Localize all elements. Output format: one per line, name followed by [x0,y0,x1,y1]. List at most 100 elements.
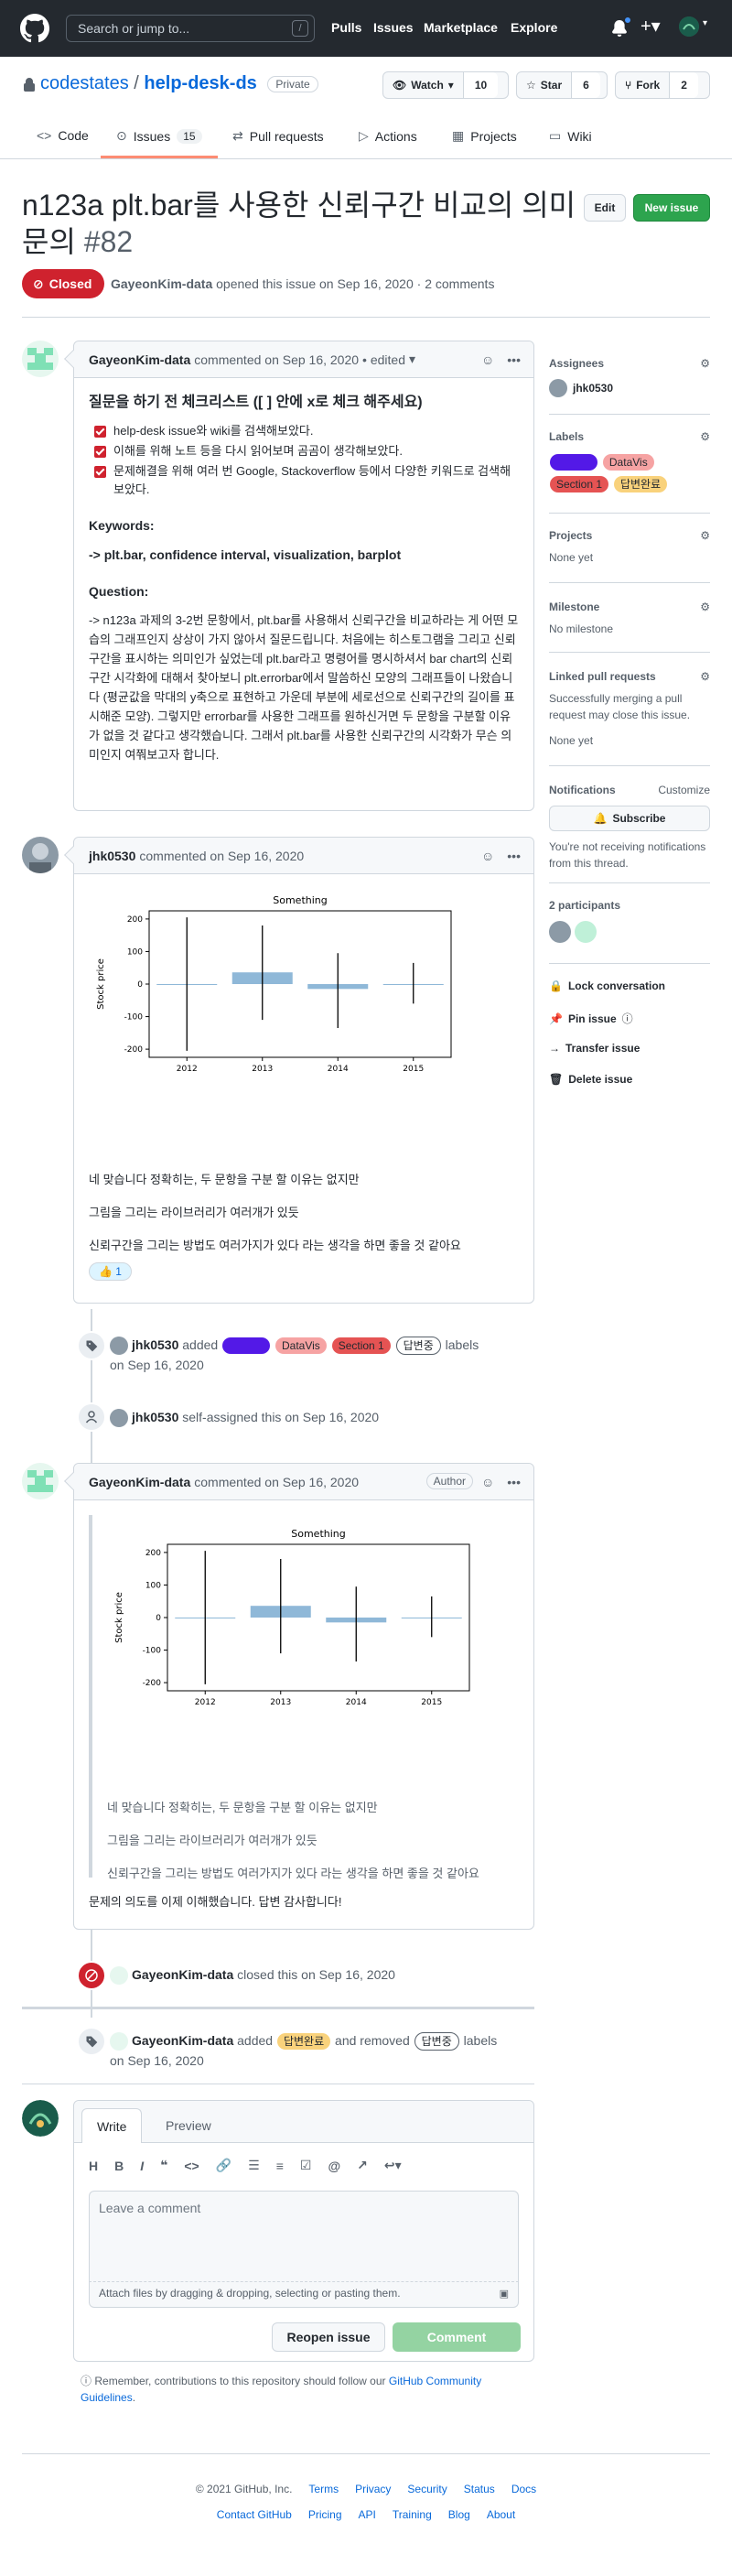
tab-issues[interactable]: ⊙ Issues 15 [116,128,202,144]
projects-heading[interactable]: Projects [549,529,593,542]
star-count[interactable]: 6 [571,72,600,98]
comment-author[interactable]: GayeonKim-data [89,352,191,367]
smiley-icon[interactable]: ☺ [480,352,495,367]
author-avatar[interactable] [22,837,59,873]
author-avatar[interactable] [22,341,59,377]
comment-author[interactable]: GayeonKim-data [89,1474,191,1489]
author-avatar[interactable] [22,1463,59,1499]
label-chip[interactable]: 답변완료 [613,476,668,493]
linked-prs-heading[interactable]: Linked pull requests [549,670,656,683]
checkbox-checked[interactable] [94,466,106,478]
label-chip[interactable]: DataVis [602,454,654,471]
footer-link-status[interactable]: Status [463,2483,495,2495]
subscribe-button[interactable]: 🔔 Subscribe [549,806,710,831]
checkbox-checked[interactable] [94,446,106,458]
label-chip[interactable] [550,454,597,471]
footer-link-contact[interactable]: Contact GitHub [216,2508,292,2521]
footer-link-training[interactable]: Training [392,2508,432,2521]
reopen-issue-button[interactable]: Reopen issue [272,2322,385,2352]
customize-link[interactable]: Customize [658,784,710,796]
footer-link-docs[interactable]: Docs [511,2483,537,2495]
transfer-issue-button[interactable]: → Transfer issue [549,1042,640,1055]
link-icon[interactable]: 🔗 [215,2158,232,2172]
label-chip[interactable]: 답변중 [395,1337,441,1356]
kebab-horizontal-icon[interactable]: ••• [507,849,521,863]
markdown-icon[interactable]: ▣ [499,2289,509,2300]
gear-icon[interactable]: ⚙ [700,430,710,443]
new-issue-button[interactable]: New issue [633,194,710,222]
event-date[interactable]: on Sep 16, 2020 [110,1358,204,1373]
cross-reference-icon[interactable]: ↗ [357,2158,368,2172]
comment-timestamp[interactable]: commented on Sep 16, 2020 [194,352,360,367]
edit-title-button[interactable]: Edit [584,194,626,222]
event-actor[interactable]: jhk0530 [132,1410,179,1424]
label-chip[interactable]: DataVis [274,1337,327,1355]
repo-owner-link[interactable]: codestates [40,73,129,93]
kebab-horizontal-icon[interactable]: ••• [507,352,521,367]
comment-textarea[interactable]: Leave a comment [89,2191,519,2282]
participant-avatar[interactable] [549,921,571,943]
tab-preview[interactable]: Preview [166,2118,211,2133]
label-chip[interactable]: Section 1 [331,1337,391,1355]
gear-icon[interactable]: ⚙ [700,529,710,542]
footer-link-terms[interactable]: Terms [308,2483,339,2495]
gear-icon[interactable]: ⚙ [700,670,710,683]
fork-count[interactable]: 2 [669,72,698,98]
event-actor[interactable]: GayeonKim-data [132,2033,234,2048]
star-button[interactable]: ☆ Star 6 [516,71,608,99]
actor-avatar[interactable] [110,1409,128,1428]
unordered-list-icon[interactable]: ☰ [248,2158,260,2172]
assignee-name[interactable]: jhk0530 [573,382,614,395]
checkbox-checked[interactable] [94,426,106,438]
actor-avatar[interactable] [110,1337,128,1356]
reaction-thumbs-up[interactable]: 👍 1 [89,1262,132,1281]
comment-author[interactable]: jhk0530 [89,848,136,863]
tab-write[interactable]: Write [81,2108,143,2143]
watch-count[interactable]: 10 [462,72,499,98]
community-guidelines-link[interactable]: GitHub Community Guidelines [81,2375,482,2404]
quote-icon[interactable]: ❝ [160,2158,168,2172]
watch-button[interactable]: 👁 Watch ▾ 10 [382,71,509,99]
tab-wiki[interactable]: ▭ Wiki [549,128,592,144]
pin-issue-button[interactable]: 📌 Pin issue ⓘ [549,1011,633,1026]
actor-avatar[interactable] [110,2032,128,2051]
current-user-avatar[interactable] [22,2100,59,2137]
nav-marketplace[interactable]: Marketplace [424,20,498,35]
tab-code[interactable]: <> Code [37,128,89,143]
code-icon[interactable]: <> [184,2158,199,2173]
smiley-icon[interactable]: ☺ [480,1475,495,1489]
label-chip[interactable]: Section 1 [550,476,609,493]
italic-icon[interactable]: I [140,2158,145,2173]
gear-icon[interactable]: ⚙ [700,601,710,613]
bell-icon[interactable] [611,20,628,37]
participant-avatar[interactable] [575,921,597,943]
tab-actions[interactable]: ▷ Actions [359,128,417,144]
kebab-horizontal-icon[interactable]: ••• [507,1475,521,1489]
issue-author[interactable]: GayeonKim-data [111,276,213,291]
label-chip[interactable] [222,1337,271,1355]
nav-pulls[interactable]: Pulls [331,20,362,35]
reply-icon[interactable]: ↩▾ [383,2158,402,2172]
lock-conversation-button[interactable]: 🔒 Lock conversation [549,980,665,992]
info-icon[interactable]: ⓘ [621,1012,633,1025]
bold-icon[interactable]: B [114,2158,124,2173]
tab-pull-requests[interactable]: ⇄ Pull requests [232,128,324,144]
labels-heading[interactable]: Labels [549,430,585,443]
footer-link-about[interactable]: About [486,2508,516,2521]
ordered-list-icon[interactable]: ≡ [275,2158,284,2173]
nav-explore[interactable]: Explore [511,20,558,35]
actor-avatar[interactable] [110,1966,128,1986]
footer-link-privacy[interactable]: Privacy [355,2483,392,2495]
assignee-avatar[interactable] [549,379,567,397]
repo-name-link[interactable]: help-desk-ds [144,73,257,93]
comment-timestamp[interactable]: commented on Sep 16, 2020 [139,848,305,863]
footer-link-api[interactable]: API [358,2508,376,2521]
delete-issue-button[interactable]: 🗑 Delete issue [549,1073,632,1086]
footer-link-blog[interactable]: Blog [447,2508,470,2521]
search-input[interactable]: Search or jump to... / [66,15,315,42]
user-avatar[interactable] [679,16,699,37]
caret-down-icon[interactable]: ▾ [408,352,416,366]
assignees-heading[interactable]: Assignees [549,357,605,370]
attach-files-bar[interactable]: Attach files by dragging & dropping, sel… [89,2282,519,2308]
plus-icon[interactable]: +▾ [640,16,661,37]
